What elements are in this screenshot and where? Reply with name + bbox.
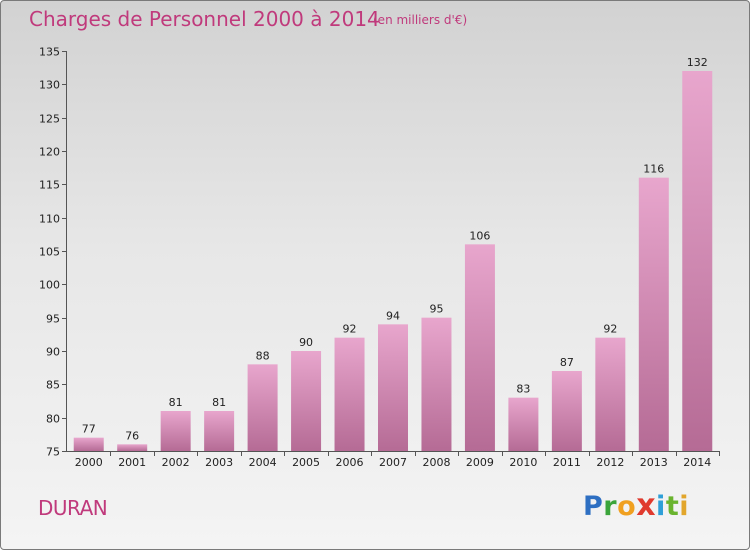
y-tick-label: 95 [46, 313, 60, 326]
x-tick-label: 2014 [683, 456, 711, 469]
data-labels: 77 76 81 81 88 90 92 94 95 106 83 87 92 116 132 [82, 56, 708, 442]
x-tick-label: 2005 [292, 456, 320, 469]
x-axis: 2000 2001 2002 2003 2004 2005 2006 2007 2008 2009… [66, 451, 720, 469]
bar [291, 351, 322, 451]
data-label: 77 [82, 423, 96, 436]
logo-letter: i [656, 491, 666, 522]
data-label: 132 [687, 56, 708, 69]
x-tick-label: 2010 [509, 456, 537, 469]
data-label: 90 [299, 336, 313, 349]
y-tick-label: 85 [46, 379, 60, 392]
logo-letter: P [583, 491, 604, 522]
bar [682, 71, 713, 451]
x-tick-label: 2000 [75, 456, 103, 469]
y-tick-label: 115 [39, 179, 60, 192]
logo-letter: t [665, 491, 680, 522]
y-tick-label: 100 [39, 279, 60, 292]
logo-letter: i [679, 491, 689, 522]
proxiti-logo: Proxiti [583, 488, 689, 523]
data-label: 87 [560, 356, 574, 369]
x-tick-label: 2001 [118, 456, 146, 469]
y-tick-label: 120 [39, 146, 60, 159]
bar [73, 437, 104, 451]
data-label: 81 [169, 396, 183, 409]
bar [595, 337, 626, 451]
bar [464, 244, 495, 451]
bar [204, 411, 235, 451]
y-tick-label: 105 [39, 246, 60, 259]
y-axis: 75 80 85 90 95 100 105 110 115 120 125 130 135 [39, 46, 67, 459]
data-label: 76 [125, 429, 139, 442]
bar [638, 177, 669, 451]
data-label: 81 [212, 396, 226, 409]
data-label: 88 [256, 349, 270, 362]
x-tick-label: 2007 [379, 456, 407, 469]
x-tick-label: 2008 [422, 456, 450, 469]
bars [73, 71, 713, 451]
logo-letter: r [603, 491, 618, 522]
y-tick-label: 130 [39, 79, 60, 92]
bar [334, 337, 365, 451]
commune-name: DURAN [38, 496, 108, 520]
x-tick-label: 2012 [596, 456, 624, 469]
data-label: 83 [516, 383, 530, 396]
x-tick-label: 2013 [640, 456, 668, 469]
y-tick-label: 80 [46, 413, 60, 426]
y-tick-label: 90 [46, 346, 60, 359]
data-label: 92 [343, 323, 357, 336]
bar [551, 371, 582, 451]
data-label: 116 [643, 163, 664, 176]
x-tick-label: 2002 [162, 456, 190, 469]
data-label: 92 [603, 323, 617, 336]
logo-letter: o [617, 491, 637, 522]
chart-subtitle: (en milliers d'€) [373, 13, 468, 27]
chart-title: Charges de Personnel 2000 à 2014 [29, 7, 380, 31]
x-tick-label: 2003 [205, 456, 233, 469]
bar [247, 364, 278, 451]
x-tick-label: 2006 [336, 456, 364, 469]
data-label: 95 [429, 303, 443, 316]
data-label: 106 [469, 229, 490, 242]
bar [421, 317, 452, 451]
x-tick-label: 2009 [466, 456, 494, 469]
y-tick-label: 135 [39, 46, 60, 59]
bar [378, 324, 408, 451]
logo-letter: x [636, 488, 657, 523]
y-tick-label: 110 [39, 213, 60, 226]
x-tick-label: 2011 [553, 456, 581, 469]
x-tick-label: 2004 [249, 456, 277, 469]
data-label: 94 [386, 309, 400, 322]
y-tick-label: 75 [46, 446, 60, 459]
bar [160, 411, 191, 451]
bar [117, 444, 148, 451]
y-tick-label: 125 [39, 113, 60, 126]
bar [508, 397, 539, 451]
